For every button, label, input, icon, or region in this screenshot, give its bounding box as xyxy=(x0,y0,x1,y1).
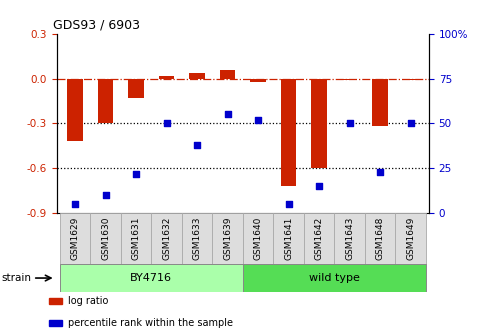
Text: GSM1631: GSM1631 xyxy=(132,217,141,260)
Text: GSM1633: GSM1633 xyxy=(193,217,202,260)
Text: wild type: wild type xyxy=(309,273,360,283)
Bar xyxy=(243,264,426,292)
Text: GDS93 / 6903: GDS93 / 6903 xyxy=(53,18,140,31)
Text: log ratio: log ratio xyxy=(68,296,108,306)
Point xyxy=(224,112,232,117)
Point xyxy=(376,169,384,175)
Point xyxy=(71,202,79,207)
Bar xyxy=(243,213,273,264)
Point xyxy=(163,121,171,126)
Bar xyxy=(342,79,357,80)
Text: GSM1639: GSM1639 xyxy=(223,217,232,260)
Text: GSM1640: GSM1640 xyxy=(253,217,263,260)
Bar xyxy=(159,76,174,79)
Bar xyxy=(312,79,327,168)
Text: GSM1642: GSM1642 xyxy=(315,217,323,260)
Bar xyxy=(373,79,387,126)
Point xyxy=(193,142,201,148)
Bar xyxy=(128,79,143,98)
Text: GSM1630: GSM1630 xyxy=(101,217,110,260)
Point xyxy=(315,184,323,189)
Bar xyxy=(273,213,304,264)
Point xyxy=(254,117,262,123)
Bar xyxy=(90,213,121,264)
Bar xyxy=(121,213,151,264)
Point xyxy=(407,121,415,126)
Text: GSM1629: GSM1629 xyxy=(70,217,79,260)
Bar xyxy=(212,213,243,264)
Bar xyxy=(281,79,296,186)
Text: GSM1643: GSM1643 xyxy=(345,217,354,260)
Bar xyxy=(60,213,90,264)
Bar xyxy=(220,70,235,79)
Text: strain: strain xyxy=(1,273,31,283)
Bar xyxy=(68,79,83,141)
Bar xyxy=(49,298,62,304)
Text: GSM1641: GSM1641 xyxy=(284,217,293,260)
Bar xyxy=(365,213,395,264)
Bar xyxy=(334,213,365,264)
Text: GSM1632: GSM1632 xyxy=(162,217,171,260)
Point xyxy=(102,193,109,198)
Bar xyxy=(395,213,426,264)
Point xyxy=(346,121,353,126)
Bar xyxy=(60,264,243,292)
Bar xyxy=(403,79,418,80)
Bar xyxy=(98,79,113,123)
Bar xyxy=(182,213,212,264)
Bar xyxy=(304,213,334,264)
Text: GSM1648: GSM1648 xyxy=(376,217,385,260)
Point xyxy=(284,202,292,207)
Text: BY4716: BY4716 xyxy=(130,273,172,283)
Text: percentile rank within the sample: percentile rank within the sample xyxy=(68,318,233,328)
Bar xyxy=(151,213,182,264)
Bar xyxy=(189,73,205,79)
Bar xyxy=(49,320,62,326)
Bar xyxy=(250,79,266,82)
Text: GSM1649: GSM1649 xyxy=(406,217,415,260)
Point xyxy=(132,171,140,176)
